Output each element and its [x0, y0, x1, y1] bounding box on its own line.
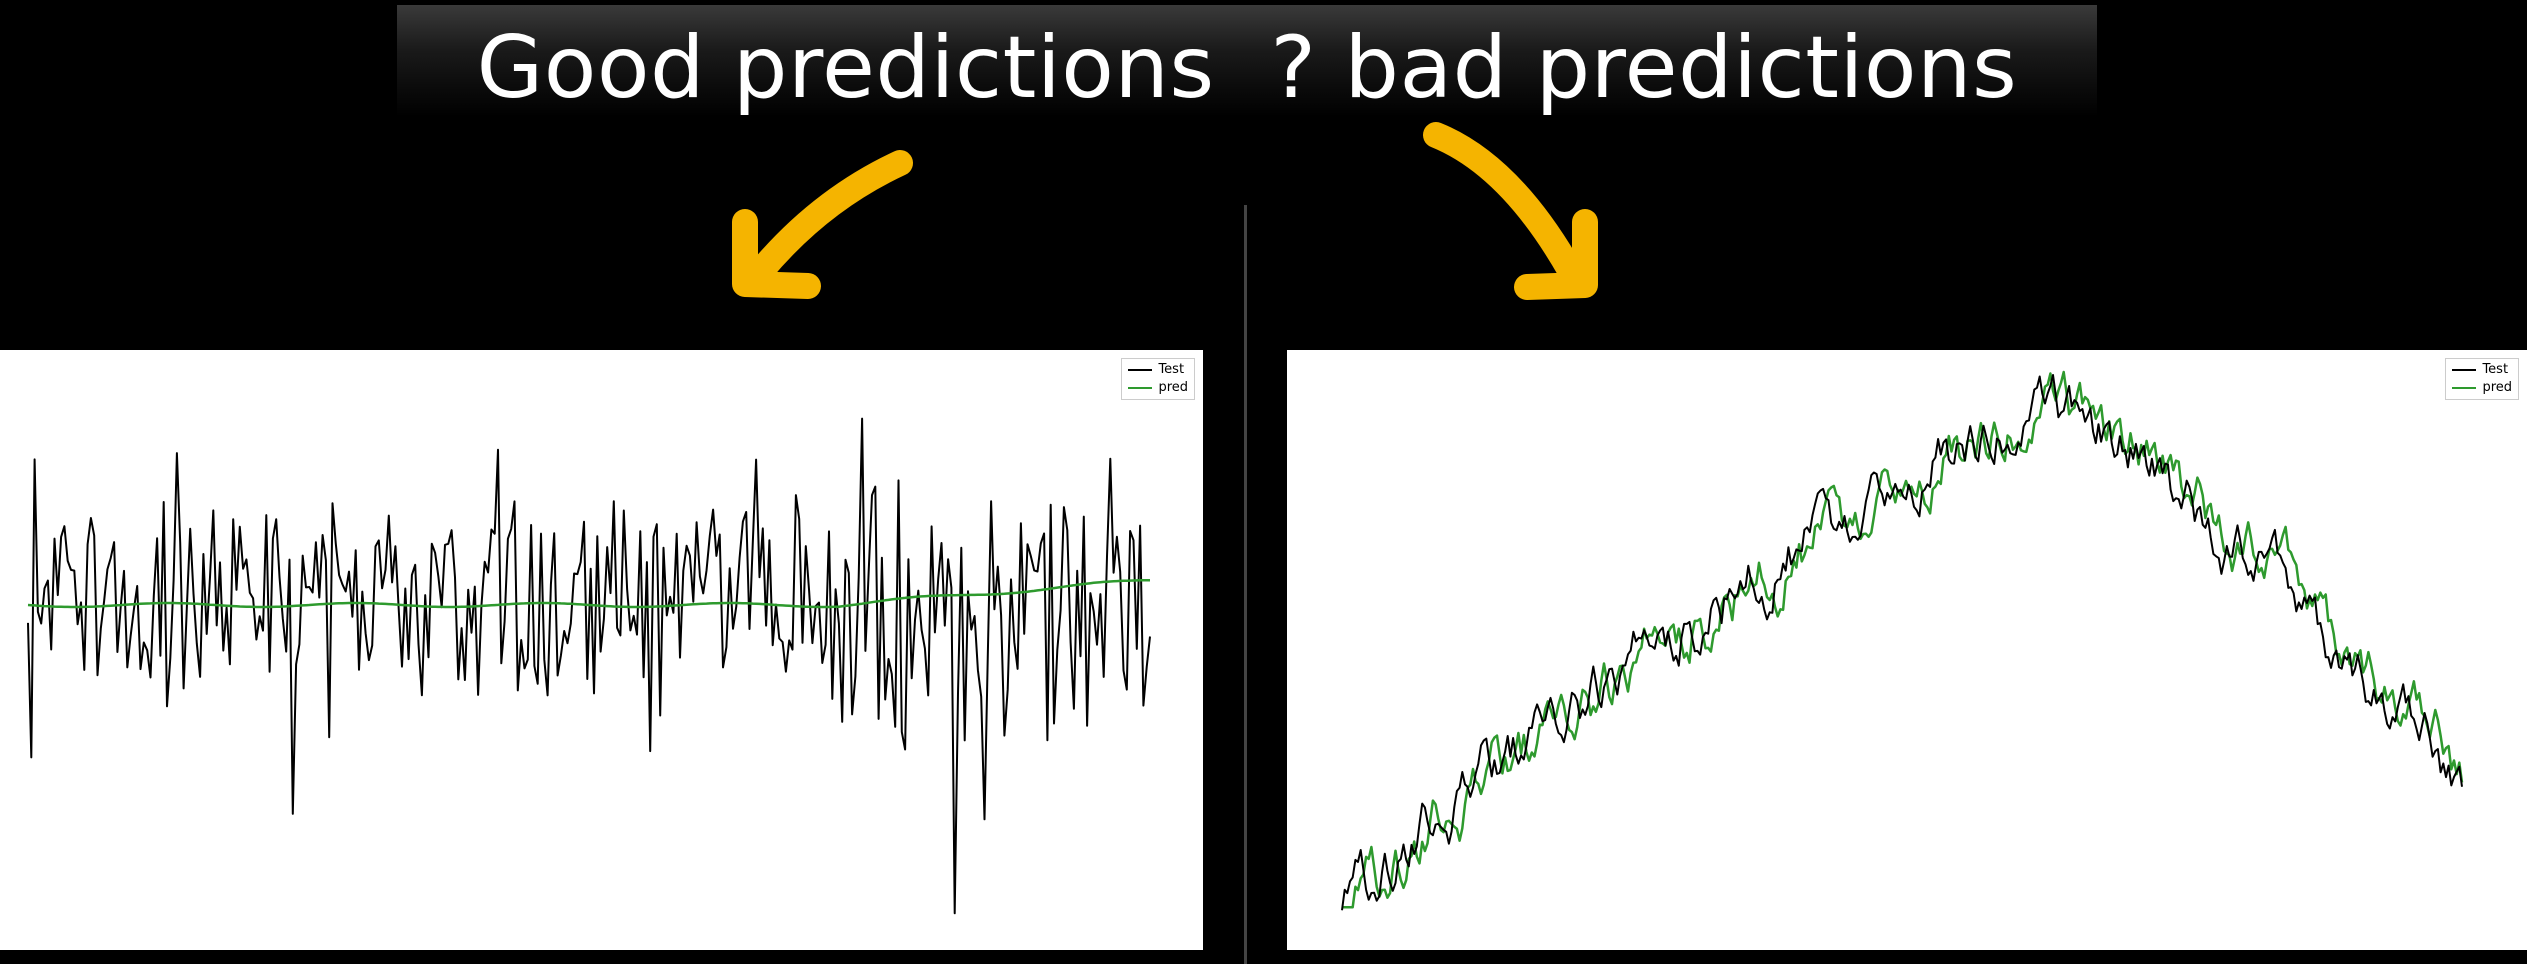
- test-series-line: [27, 417, 1151, 915]
- legend-test-label: Test: [1158, 362, 1185, 377]
- legend-test-label: Test: [2482, 362, 2509, 377]
- legend-pred-label: pred: [2482, 380, 2512, 395]
- title-bar: [397, 5, 2097, 117]
- right-legend: Test pred: [2445, 358, 2519, 400]
- left-plot: [27, 417, 1151, 915]
- right-plot: [1341, 370, 2464, 911]
- right-arrow-icon: [1423, 122, 1598, 300]
- panel-divider: [1244, 205, 1247, 964]
- pred-series-line: [1342, 370, 2464, 909]
- pred-series-line: [27, 578, 1150, 609]
- slide-title: Good predictions ? bad predictions: [476, 18, 2018, 118]
- legend-pred-label: pred: [1158, 380, 1188, 395]
- good-predictions-chart: Test pred: [0, 350, 1203, 950]
- test-series-line: [1341, 374, 2463, 911]
- left-legend: Test pred: [1121, 358, 1195, 400]
- bad-predictions-chart: Test pred: [1287, 350, 2527, 950]
- left-arrow-icon: [732, 150, 913, 299]
